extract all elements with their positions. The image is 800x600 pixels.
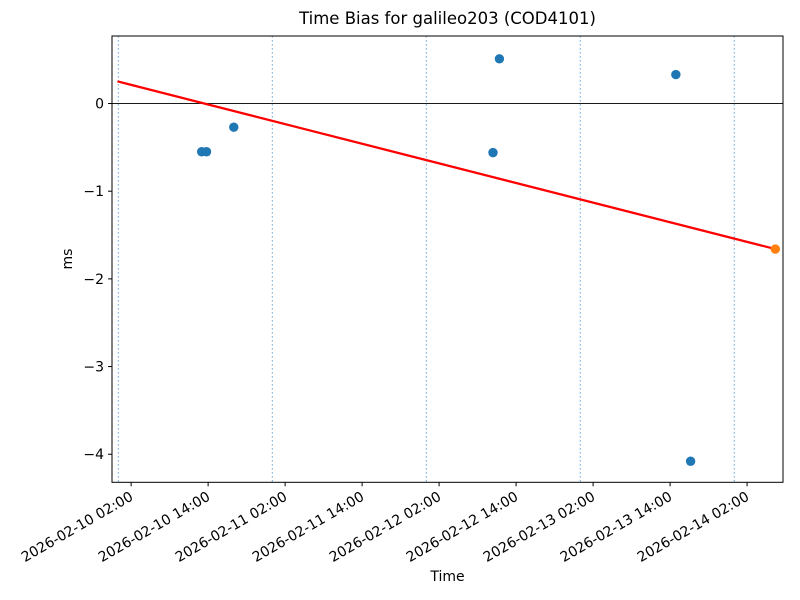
- y-tick-label: 0: [95, 97, 104, 113]
- scatter-point: [494, 54, 505, 64]
- y-tick-label: −2: [83, 272, 104, 288]
- scatter-point: [201, 147, 212, 157]
- scatter-point: [229, 122, 239, 132]
- trend-line: [117, 80, 777, 251]
- chart-title: Time Bias for galileo203 (COD4101): [298, 9, 596, 28]
- prediction-point: [770, 244, 781, 254]
- plot-border: [111, 35, 784, 483]
- scatter-point: [671, 69, 681, 80]
- y-axis-label: ms: [60, 249, 76, 270]
- x-axis-label: Time: [429, 569, 464, 585]
- scatter-point: [488, 147, 498, 158]
- y-tick-label: −3: [83, 360, 104, 376]
- y-tick-label: −1: [83, 184, 104, 200]
- y-tick-label: −4: [83, 447, 104, 463]
- scatter-point: [685, 456, 696, 466]
